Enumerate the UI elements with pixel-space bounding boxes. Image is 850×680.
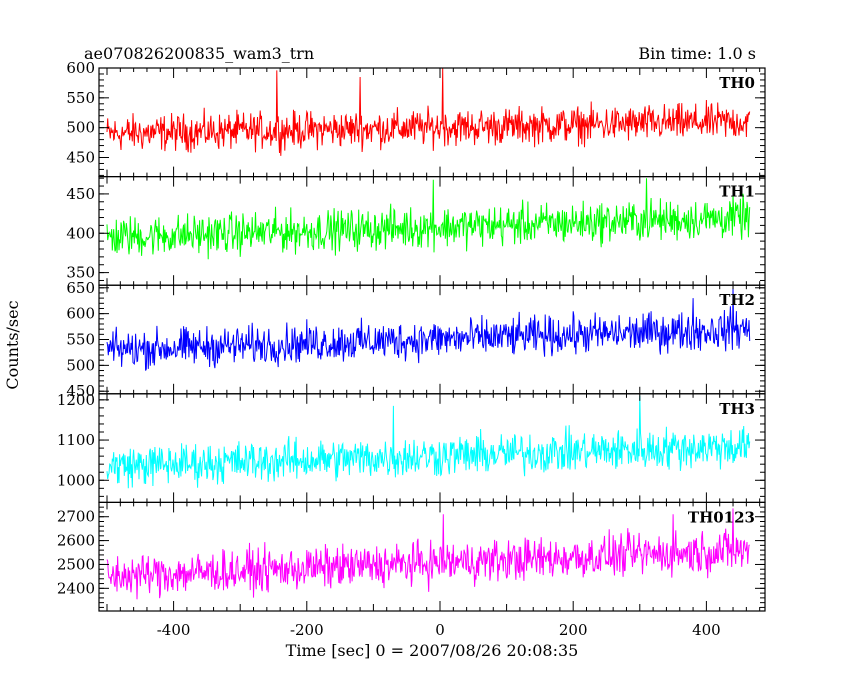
bin-time-label: Bin time: 1.0 s bbox=[638, 44, 756, 63]
y-tick-label: 600 bbox=[66, 59, 95, 77]
series-th3 bbox=[106, 395, 751, 489]
panel-label: TH0123 bbox=[688, 508, 755, 526]
y-tick-label: 550 bbox=[66, 331, 95, 349]
panel-th0: 450 500 550 600 TH0 bbox=[66, 59, 766, 178]
y-tick-label: 1100 bbox=[57, 431, 95, 449]
y-tick-label: 600 bbox=[66, 305, 95, 323]
chart-title: ae070826200835_wam3_trn bbox=[84, 44, 315, 63]
series-th0 bbox=[106, 68, 751, 156]
y-tick-label: 400 bbox=[66, 224, 95, 242]
panel-th3: 1000 1100 1200 TH3 bbox=[57, 391, 766, 503]
y-tick-label: 500 bbox=[66, 356, 95, 374]
series-th2 bbox=[106, 287, 751, 371]
panel-frame bbox=[98, 501, 766, 612]
panel-label: TH1 bbox=[719, 183, 755, 201]
x-tick-label: 200 bbox=[559, 621, 588, 639]
x-tick-label: -200 bbox=[290, 621, 324, 639]
y-tick-label: 450 bbox=[66, 149, 95, 167]
y-tick-label: 2600 bbox=[57, 532, 95, 550]
x-tick-label: 0 bbox=[435, 621, 445, 639]
y-tick-label: 450 bbox=[66, 185, 95, 203]
panel-label: TH2 bbox=[719, 291, 755, 309]
y-tick-label: 350 bbox=[66, 264, 95, 282]
panel-th1: 350 400 450 TH1 bbox=[66, 176, 766, 286]
panels-group: 450 500 550 600 TH0 350 400 450 TH1 450 500 550 600 6… bbox=[57, 59, 766, 612]
y-tick-label: 2400 bbox=[57, 579, 95, 597]
y-tick-label: 650 bbox=[66, 279, 95, 297]
y-tick-label: 450 bbox=[66, 382, 95, 400]
y-tick-label: 1200 bbox=[57, 391, 95, 409]
panel-label: TH0 bbox=[719, 74, 755, 92]
y-tick-label: 550 bbox=[66, 89, 95, 107]
series-th0123 bbox=[106, 508, 750, 600]
panel-th0123: 2400 2500 2600 2700 TH0123 bbox=[57, 501, 766, 612]
panel-label: TH3 bbox=[719, 400, 755, 418]
y-tick-label: 1000 bbox=[57, 471, 95, 489]
y-tick-label: 2500 bbox=[57, 555, 95, 573]
x-axis: -400 -200 0 200 400 bbox=[157, 621, 721, 639]
x-axis-label: Time [sec] 0 = 2007/08/26 20:08:35 bbox=[286, 641, 579, 660]
y-tick-label: 500 bbox=[66, 119, 95, 137]
x-tick-label: 400 bbox=[692, 621, 721, 639]
panel-th2: 450 500 550 600 650 TH2 bbox=[66, 279, 766, 400]
y-tick-label: 2700 bbox=[57, 508, 95, 526]
series-th1 bbox=[106, 178, 751, 260]
y-axis-label: Counts/sec bbox=[3, 300, 22, 389]
x-tick-label: -400 bbox=[157, 621, 191, 639]
